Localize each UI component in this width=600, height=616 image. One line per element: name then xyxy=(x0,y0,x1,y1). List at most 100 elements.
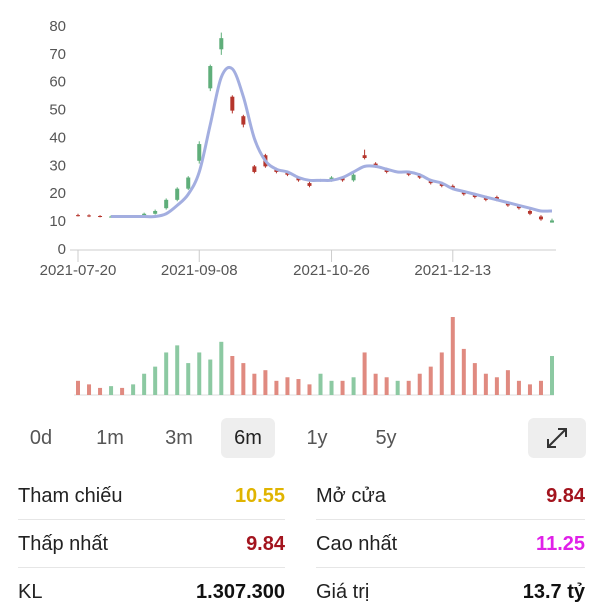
candle-body xyxy=(175,188,180,200)
volume-bar xyxy=(406,380,411,395)
period-button[interactable]: 1y xyxy=(306,427,328,449)
candle-body xyxy=(230,96,235,111)
stat-label: Thấp nhất xyxy=(18,533,109,555)
volume-bar xyxy=(439,352,444,395)
candle-body xyxy=(527,210,532,214)
volume-bar xyxy=(550,356,554,395)
volume-bar xyxy=(296,379,301,395)
y-tick-label: 50 xyxy=(49,102,66,119)
volume-bar xyxy=(87,384,92,395)
volume-bar xyxy=(450,317,455,395)
expand-icon xyxy=(547,428,567,448)
candle-body xyxy=(252,166,257,172)
period-button[interactable]: 6m xyxy=(221,418,275,458)
stat-value: 10.55 xyxy=(234,485,285,507)
period-button[interactable]: 1m xyxy=(96,427,124,449)
volume-bar xyxy=(241,363,246,395)
y-tick-label: 0 xyxy=(58,241,66,258)
stat-value: 9.84 xyxy=(246,533,285,555)
x-tick-label: 2021-12-13 xyxy=(414,262,491,279)
volume-bar xyxy=(230,356,235,395)
volume-bar xyxy=(109,386,114,395)
stat-label: KL xyxy=(18,581,43,603)
period-bar: 0d 1m 3m 6m 1y 5y xyxy=(14,418,586,458)
candle-body xyxy=(351,174,356,181)
volume-bar xyxy=(131,384,136,395)
stat-value: 13.7 tỷ xyxy=(522,581,585,603)
stat-label: Cao nhất xyxy=(316,533,398,555)
volume-bar xyxy=(329,380,334,395)
volume-bar xyxy=(472,363,477,395)
separator xyxy=(18,567,285,568)
y-tick-label: 70 xyxy=(49,46,66,63)
separator xyxy=(18,519,285,520)
volume-bar xyxy=(384,377,389,395)
volume-bar xyxy=(373,373,378,395)
volume-bar xyxy=(494,377,499,395)
period-button[interactable]: 0d xyxy=(29,427,53,449)
x-tick-label: 2021-07-20 xyxy=(40,262,117,279)
stats-row: KL 1.307.300 Giá trị 13.7 tỷ xyxy=(0,568,600,616)
expand-button[interactable] xyxy=(528,418,586,458)
stats-row: Thấp nhất 9.84 Cao nhất 11.25 xyxy=(0,520,600,568)
separator xyxy=(316,567,585,568)
volume-bar xyxy=(538,380,543,395)
volume-bar xyxy=(516,380,521,395)
ma-line xyxy=(111,65,553,219)
volume-bar xyxy=(76,380,80,395)
y-tick-label: 60 xyxy=(49,74,66,91)
volume-bar xyxy=(98,387,103,395)
y-tick-label: 30 xyxy=(49,157,66,174)
volume-bar xyxy=(395,380,400,395)
y-tick-label: 20 xyxy=(49,185,66,202)
volume-bar xyxy=(428,366,433,395)
volume-bar xyxy=(307,384,312,395)
page: 0 10 20 30 40 50 60 70 80 2021-07-20 2021-09-08 202… xyxy=(0,17,600,603)
y-tick-label: 10 xyxy=(49,213,66,230)
candle-body xyxy=(164,199,169,209)
volume-bar xyxy=(285,377,290,395)
chart: 0 10 20 30 40 50 60 70 80 2021-07-20 2021-09-08 202… xyxy=(40,18,556,396)
stats-row: Tham chiếu 10.55 Mở cửa 9.84 xyxy=(0,472,600,520)
volume-bar xyxy=(197,352,202,395)
stat-value: 1.307.300 xyxy=(196,581,285,603)
volume-bar xyxy=(208,359,213,395)
volume-bar xyxy=(120,387,125,395)
candle-body xyxy=(153,210,158,214)
stat-label: Mở cửa xyxy=(316,485,386,507)
volume-bar xyxy=(483,373,488,395)
y-tick-label: 80 xyxy=(49,18,66,35)
volume-bar xyxy=(274,380,279,395)
volume-bar xyxy=(362,352,367,395)
volume-bar xyxy=(505,370,510,395)
candle-body xyxy=(87,215,92,217)
separator xyxy=(316,519,585,520)
candle-body xyxy=(307,183,312,186)
stat-label: Tham chiếu xyxy=(18,485,123,507)
volume-bar xyxy=(351,377,356,395)
candle-body xyxy=(208,66,213,89)
candle-body xyxy=(98,215,103,217)
volume-bar xyxy=(219,341,224,395)
candle-body xyxy=(186,177,191,189)
volume-bar xyxy=(164,352,169,395)
volume-bar xyxy=(527,384,532,395)
x-tick-label: 2021-09-08 xyxy=(161,262,238,279)
volume-bar xyxy=(153,366,158,395)
candle-body xyxy=(362,155,367,159)
candle-body xyxy=(219,38,224,50)
volume-bar xyxy=(417,373,422,395)
stat-value: 9.84 xyxy=(546,485,585,507)
stat-value: 11.25 xyxy=(536,533,585,555)
volume-bar xyxy=(318,373,323,395)
volume-bar xyxy=(252,373,257,395)
candle-body xyxy=(550,220,554,223)
volume-bar xyxy=(142,373,147,395)
volume-bar xyxy=(263,370,268,395)
volume-bar xyxy=(340,380,345,395)
period-button[interactable]: 5y xyxy=(375,427,397,449)
candle-body xyxy=(76,215,80,217)
volume-bar xyxy=(175,345,180,395)
volume-bar xyxy=(186,363,191,395)
period-button[interactable]: 3m xyxy=(165,427,193,449)
